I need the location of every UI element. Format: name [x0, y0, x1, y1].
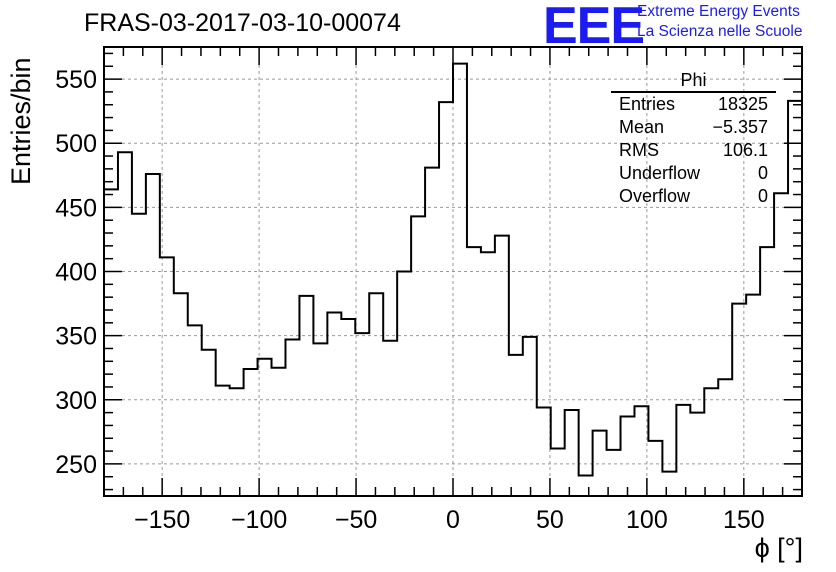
stats-label: Overflow — [619, 186, 691, 206]
grid-lines — [104, 47, 802, 496]
y-axis-label: Entries/bin — [6, 57, 36, 185]
histogram-line — [104, 62, 802, 477]
stats-value: 18325 — [717, 94, 768, 114]
x-tick-label: 150 — [723, 506, 765, 534]
stats-row-mean: Mean −5.357 — [611, 116, 776, 139]
y-tick-label: 300 — [55, 387, 97, 415]
chart-title: FRAS-03-2017-03-10-00074 — [84, 9, 401, 37]
tick-labels: −150 −100 −50 0 50 100 150 250 300 350 400 450 500 55… — [55, 66, 764, 534]
stats-row-underflow: Underflow 0 — [611, 162, 776, 185]
y-tick-label: 550 — [55, 66, 97, 94]
x-axis-label: ϕ [°] — [754, 533, 803, 563]
stats-row-entries: Entries 18325 — [611, 93, 776, 116]
stats-box: Phi Entries 18325 Mean −5.357 RMS 106.1 … — [611, 69, 776, 208]
stats-label: RMS — [619, 140, 659, 160]
eee-logo: EEE — [543, 0, 645, 55]
stats-label: Underflow — [619, 163, 701, 183]
x-tick-label: 100 — [626, 506, 668, 534]
x-tick-label: −50 — [335, 506, 377, 534]
stats-value: 0 — [757, 186, 768, 206]
stats-label: Mean — [619, 117, 665, 137]
y-tick-label: 450 — [55, 194, 97, 222]
stats-label: Entries — [619, 94, 676, 114]
axis-ticks — [103, 47, 803, 496]
y-tick-label: 400 — [55, 259, 97, 287]
stats-row-rms: RMS 106.1 — [611, 139, 776, 162]
stats-title: Phi — [611, 69, 776, 93]
y-tick-label: 350 — [55, 323, 97, 351]
stats-row-overflow: Overflow 0 — [611, 185, 776, 208]
stats-value: 106.1 — [722, 140, 768, 160]
x-tick-label: −100 — [231, 506, 287, 534]
stats-value: −5.357 — [712, 117, 768, 137]
stats-value: 0 — [757, 163, 768, 183]
x-tick-label: 0 — [446, 506, 460, 534]
y-tick-label: 250 — [55, 451, 97, 479]
logo-caption-line2: La Scienza nelle Scuole — [637, 23, 803, 40]
x-tick-label: 50 — [536, 506, 564, 534]
logo-caption: Extreme Energy Events La Scienza nelle S… — [637, 2, 802, 42]
x-tick-label: −150 — [134, 506, 190, 534]
logo-caption-line1: Extreme Energy Events — [637, 3, 800, 20]
y-tick-label: 500 — [55, 130, 97, 158]
